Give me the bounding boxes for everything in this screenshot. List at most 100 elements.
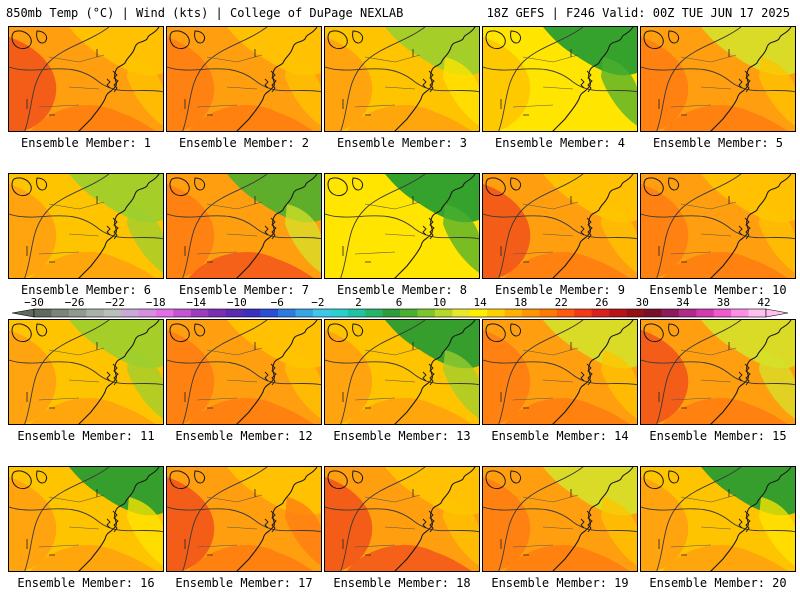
state-borders — [512, 54, 579, 108]
state-borders — [38, 347, 105, 401]
state-borders — [196, 494, 263, 548]
isotherm-contour — [498, 174, 584, 278]
header-valid-time: 18Z GEFS | F246 Valid: 00Z TUE JUN 17 20… — [486, 6, 790, 20]
ensemble-map-panel — [166, 319, 322, 425]
wind-barb — [26, 342, 98, 409]
temperature-field — [483, 320, 637, 424]
field-west — [483, 37, 531, 131]
field-south — [504, 398, 630, 424]
wind-barb — [342, 49, 414, 116]
isotherm-contour — [656, 467, 742, 571]
colorbar-max-arrow — [765, 308, 789, 318]
chesapeake-bay — [580, 217, 593, 240]
wind-barb — [342, 196, 414, 263]
isotherm-contour — [641, 66, 795, 93]
great-lakes-outline — [485, 470, 522, 490]
field-west — [483, 330, 531, 424]
field-east — [759, 350, 795, 419]
state-borders — [196, 347, 263, 401]
isotherm-contour — [167, 213, 321, 240]
field-east — [601, 350, 637, 419]
wind-barb — [184, 342, 256, 409]
isotherm-contour — [167, 66, 321, 93]
temperature-colorbar: −30 −26 −22 −18 −14 −10 −6 −2 2 6 10 14 18 22 26 30 34 38… — [11, 296, 789, 318]
field-south — [30, 105, 156, 131]
field-east — [127, 497, 163, 566]
colorbar-swatch — [574, 309, 593, 317]
colorbar-tick-label: 18 — [514, 296, 527, 309]
colorbar-swatch — [748, 309, 767, 317]
ensemble-map-panel — [8, 466, 164, 572]
ensemble-map-panel — [482, 26, 638, 132]
temperature-field — [9, 174, 163, 278]
field-south — [188, 252, 314, 278]
ensemble-map-panel — [482, 466, 638, 572]
field-west — [483, 477, 531, 571]
wind-barb — [658, 196, 730, 263]
colorbar-swatch — [382, 309, 401, 317]
wind-barb — [342, 342, 414, 409]
temperature-field — [641, 320, 795, 424]
isotherm-contour — [340, 467, 426, 571]
isotherm-contour — [498, 320, 584, 424]
field-east — [759, 57, 795, 126]
state-borders — [196, 54, 263, 108]
isotherm-contour — [656, 174, 742, 278]
isotherm-contour — [483, 213, 637, 240]
ensemble-map-panel — [8, 26, 164, 132]
colorbar-swatch — [661, 309, 680, 317]
ensemble-member-label: Ensemble Member: 6 — [20, 283, 152, 297]
colorbar-swatch — [278, 309, 296, 317]
ensemble-member-label: Ensemble Member: 19 — [491, 576, 629, 590]
colorbar-swatch — [469, 309, 488, 317]
temperature-field — [167, 27, 321, 131]
isotherm-contour — [656, 320, 742, 424]
wind-barb — [658, 489, 730, 556]
chesapeake-bay — [738, 363, 751, 386]
great-lakes-outline — [485, 323, 522, 343]
ensemble-map-panel — [640, 26, 796, 132]
colorbar-swatch — [609, 309, 627, 317]
great-lakes-outline — [643, 470, 680, 490]
state-borders — [512, 347, 579, 401]
chesapeake-bay — [738, 70, 751, 93]
ensemble-member-label: Ensemble Member: 9 — [494, 283, 626, 297]
colorbar-swatch — [68, 309, 87, 317]
state-borders — [354, 494, 421, 548]
field-east — [127, 350, 163, 419]
colorbar-swatch — [225, 309, 244, 317]
field-east — [443, 350, 479, 419]
chesapeake-bay — [106, 510, 119, 533]
isotherm-contour — [340, 27, 426, 131]
isotherm-contour — [325, 213, 479, 240]
field-west — [325, 477, 373, 571]
isotherm-contour — [340, 174, 426, 278]
isotherm-contour — [24, 320, 110, 424]
ensemble-map-panel — [482, 173, 638, 279]
colorbar-tick-label: −10 — [227, 296, 247, 309]
field-south — [346, 105, 472, 131]
field-west — [325, 184, 373, 278]
colorbar-tick-label: 42 — [757, 296, 770, 309]
ensemble-member-label: Ensemble Member: 10 — [649, 283, 787, 297]
colorbar-swatch — [713, 309, 732, 317]
state-borders — [670, 54, 737, 108]
state-borders — [196, 201, 263, 255]
colorbar-swatch — [243, 309, 261, 317]
chesapeake-bay — [264, 363, 277, 386]
ensemble-member-label: Ensemble Member: 3 — [336, 136, 468, 150]
field-south — [188, 105, 314, 131]
colorbar-swatch — [644, 309, 662, 317]
ensemble-member-label: Ensemble Member: 2 — [178, 136, 310, 150]
colorbar-swatch — [696, 309, 715, 317]
colorbar-swatch — [487, 309, 505, 317]
field-west — [641, 37, 689, 131]
colorbar-tick-label: −30 — [24, 296, 44, 309]
isotherm-contour — [182, 174, 268, 278]
isotherm-contour — [9, 359, 163, 386]
great-lakes-outline — [11, 177, 48, 197]
field-east — [759, 497, 795, 566]
colorbar-swatch — [330, 309, 349, 317]
colorbar-swatch — [156, 309, 174, 317]
great-lakes-outline — [169, 470, 206, 490]
